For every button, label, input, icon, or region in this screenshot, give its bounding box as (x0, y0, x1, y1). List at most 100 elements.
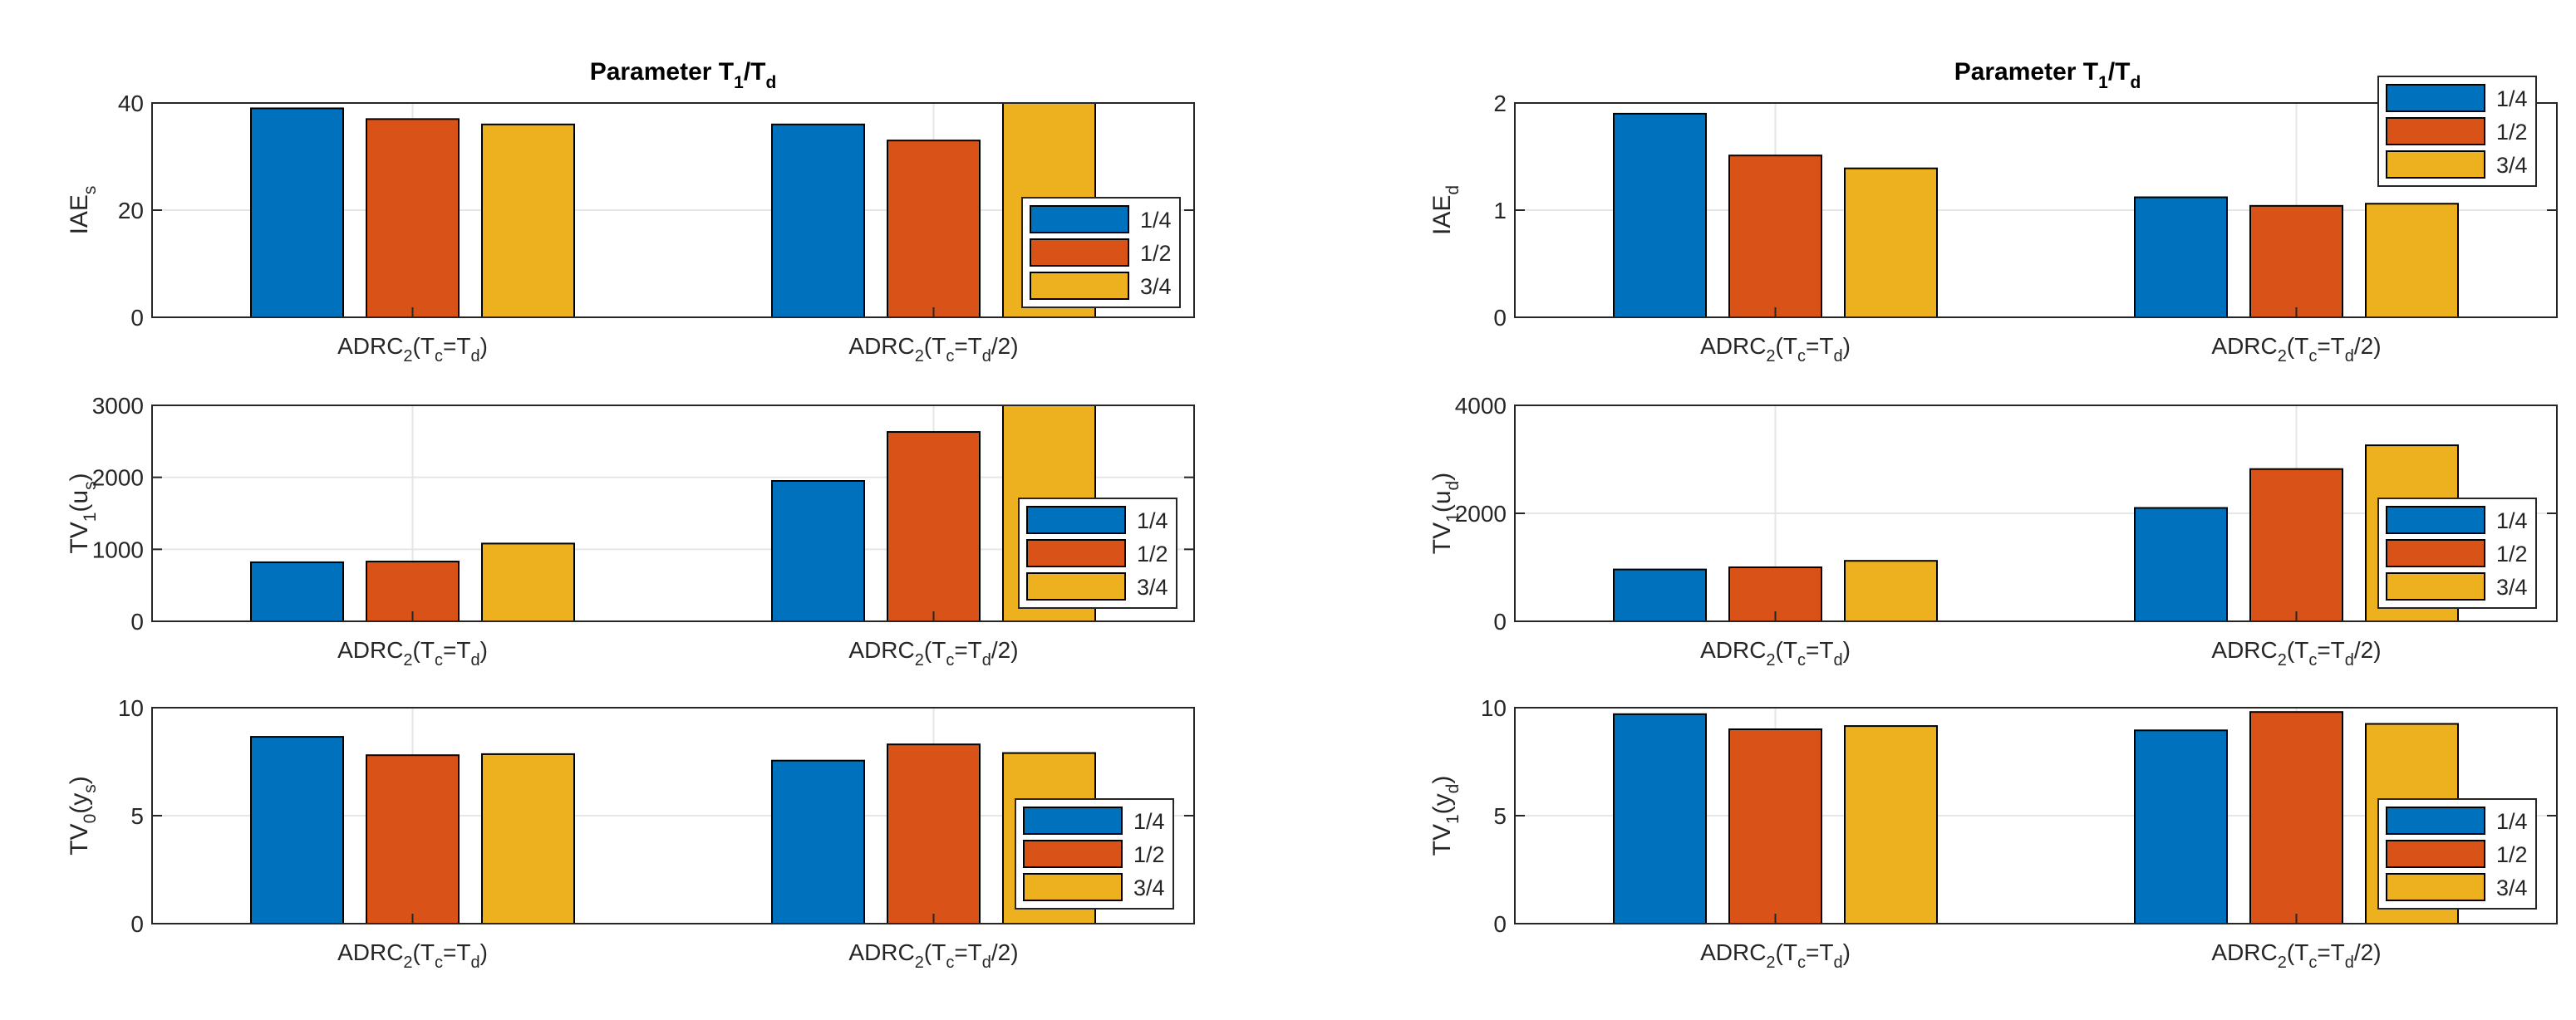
x-tick-label: ADRC2(Tc=Td/2) (848, 333, 1018, 365)
legend-swatch-1-4 (2386, 807, 2485, 835)
legend-label-1-4: 1/4 (1140, 208, 1172, 233)
bar-tv0-ys-1-4-cat2 (771, 759, 865, 925)
x-tick-label: ADRC2(Tc=Td/2) (2211, 939, 2381, 972)
bar-tv0-ys-1-2-cat1 (366, 754, 460, 925)
legend-iae-s: 1/4 1/2 3/4 (1021, 197, 1181, 308)
y-tick-label: 20 (118, 198, 144, 223)
legend-label-1-4: 1/4 (2496, 809, 2528, 834)
bar-tv1-ud-1-4-cat2 (2134, 507, 2228, 622)
legend-swatch-1-2 (2386, 539, 2485, 567)
x-tick-label: ADRC2(Tc=Td/2) (2211, 333, 2381, 365)
y-axis-label: TV1(ud) (1428, 473, 1463, 554)
x-tick-label: ADRC2(Tc=Td) (1700, 333, 1851, 365)
legend-swatch-1-4 (1023, 807, 1123, 835)
legend-swatch-1-2 (1030, 238, 1129, 267)
x-tick-label: ADRC2(Tc=Td) (1700, 939, 1851, 972)
y-tick-label: 2 (1493, 91, 1507, 116)
legend-swatch-3-4 (2386, 150, 2485, 179)
x-tick-label: ADRC2(Tc=Td) (337, 637, 488, 669)
legend-swatch-1-4 (1030, 205, 1129, 233)
bar-tv1-yd-1-2-cat1 (1728, 728, 1822, 924)
bar-tv1-us-1-4-cat2 (771, 480, 865, 622)
bar-iae-d-1-4-cat2 (2134, 196, 2228, 318)
legend-label-3-4: 3/4 (2496, 153, 2528, 178)
legend-swatch-1-4 (1026, 506, 1126, 534)
legend-label-1-2: 1/2 (1140, 241, 1172, 266)
bar-iae-s-1-4-cat1 (250, 107, 344, 318)
legend-iae-d: 1/4 1/2 3/4 (2377, 76, 2537, 187)
bar-iae-d-3-4-cat1 (1844, 167, 1938, 318)
legend-swatch-3-4 (1030, 272, 1129, 300)
legend-label-1-4: 1/4 (1137, 508, 1168, 533)
legend-swatch-3-4 (2386, 572, 2485, 601)
y-axis-label: TV1(us) (66, 473, 100, 553)
legend-swatch-3-4 (1026, 572, 1126, 601)
legend-swatch-1-4 (2386, 506, 2485, 534)
y-tick-label: 5 (130, 803, 144, 829)
legend-label-3-4: 3/4 (2496, 575, 2528, 600)
legend-tv1-ud: 1/4 1/2 3/4 (2377, 498, 2537, 609)
bar-tv1-yd-1-2-cat2 (2249, 711, 2343, 925)
legend-swatch-1-2 (1026, 539, 1126, 567)
legend-label-1-2: 1/2 (1137, 542, 1168, 566)
legend-label-1-2: 1/2 (1133, 842, 1165, 867)
bar-iae-d-3-4-cat2 (2365, 203, 2459, 318)
legend-label-3-4: 3/4 (2496, 875, 2528, 900)
bar-tv1-yd-1-4-cat2 (2134, 729, 2228, 924)
bar-iae-d-1-2-cat2 (2249, 204, 2343, 318)
x-tick-label: ADRC2(Tc=Td) (337, 939, 488, 972)
y-tick-label: 10 (118, 695, 144, 721)
legend-label-1-4: 1/4 (1133, 809, 1165, 834)
legend-swatch-1-2 (2386, 117, 2485, 145)
legend-swatch-1-4 (2386, 84, 2485, 112)
chart-tv1-ud: 0 2000 4000 ADRC2(Tc=Td) ADRC2(Tc=Td/2) TV1(u… (1428, 393, 2558, 669)
legend-label-1-2: 1/2 (2496, 842, 2528, 867)
legend-label-1-4: 1/4 (2496, 508, 2528, 533)
bar-tv1-ud-3-4-cat1 (1844, 560, 1938, 623)
bar-iae-s-1-4-cat2 (771, 123, 865, 318)
bar-tv0-ys-3-4-cat1 (481, 753, 575, 925)
bar-tv1-us-1-2-cat2 (887, 431, 981, 622)
legend-label-1-4: 1/4 (2496, 86, 2528, 111)
title-left: Parameter T1/Td (590, 58, 777, 92)
legend-label-3-4: 3/4 (1140, 274, 1172, 299)
y-tick-label: 3000 (92, 393, 144, 419)
y-tick-label: 40 (118, 91, 144, 116)
y-tick-label: 0 (130, 911, 144, 937)
chart-tv1-yd: 0 5 10 ADRC2(Tc=Td) ADRC2(Tc=Td/2) TV1(yd) 1/4… (1428, 695, 2558, 972)
legend-label-1-2: 1/2 (2496, 120, 2528, 145)
bar-iae-d-1-4-cat1 (1613, 112, 1707, 318)
y-axis-label: IAEs (66, 186, 100, 235)
bar-tv1-ud-1-4-cat1 (1613, 568, 1707, 622)
bar-tv0-ys-1-4-cat1 (250, 736, 344, 924)
bar-tv1-us-3-4-cat1 (481, 542, 575, 623)
y-tick-label: 0 (130, 305, 144, 331)
y-tick-label: 0 (130, 609, 144, 635)
legend-tv1-us: 1/4 1/2 3/4 (1018, 498, 1177, 609)
y-tick-label: 4000 (1455, 393, 1507, 419)
x-tick-label: ADRC2(Tc=Td) (1700, 637, 1851, 669)
y-tick-label: 0 (1493, 609, 1507, 635)
legend-tv1-yd: 1/4 1/2 3/4 (2377, 798, 2537, 910)
y-tick-label: 10 (1481, 695, 1507, 721)
y-tick-label: 1 (1493, 198, 1507, 223)
y-tick-label: 2000 (92, 465, 144, 491)
y-tick-label: 0 (1493, 911, 1507, 937)
legend-swatch-1-2 (1023, 840, 1123, 868)
bar-tv1-us-1-4-cat1 (250, 561, 344, 623)
legend-swatch-3-4 (1023, 873, 1123, 901)
legend-label-3-4: 3/4 (1133, 875, 1165, 900)
y-axis-label: TV0(ys) (66, 776, 100, 856)
title-right: Parameter T1/Td (1954, 58, 2141, 92)
legend-swatch-3-4 (2386, 873, 2485, 901)
y-tick-label: 0 (1493, 305, 1507, 331)
x-tick-label: ADRC2(Tc=Td/2) (848, 637, 1018, 669)
x-tick-label: ADRC2(Tc=Td/2) (848, 939, 1018, 972)
legend-swatch-1-2 (2386, 840, 2485, 868)
legend-label-3-4: 3/4 (1137, 575, 1168, 600)
bar-iae-s-1-2-cat2 (887, 140, 981, 318)
bar-iae-d-1-2-cat1 (1728, 154, 1822, 318)
x-tick-label: ADRC2(Tc=Td) (337, 333, 488, 365)
chart-tv1-us: 0 1000 2000 3000 ADRC2(Tc=Td) ADRC2(Tc=Td/2) T… (66, 393, 1195, 669)
